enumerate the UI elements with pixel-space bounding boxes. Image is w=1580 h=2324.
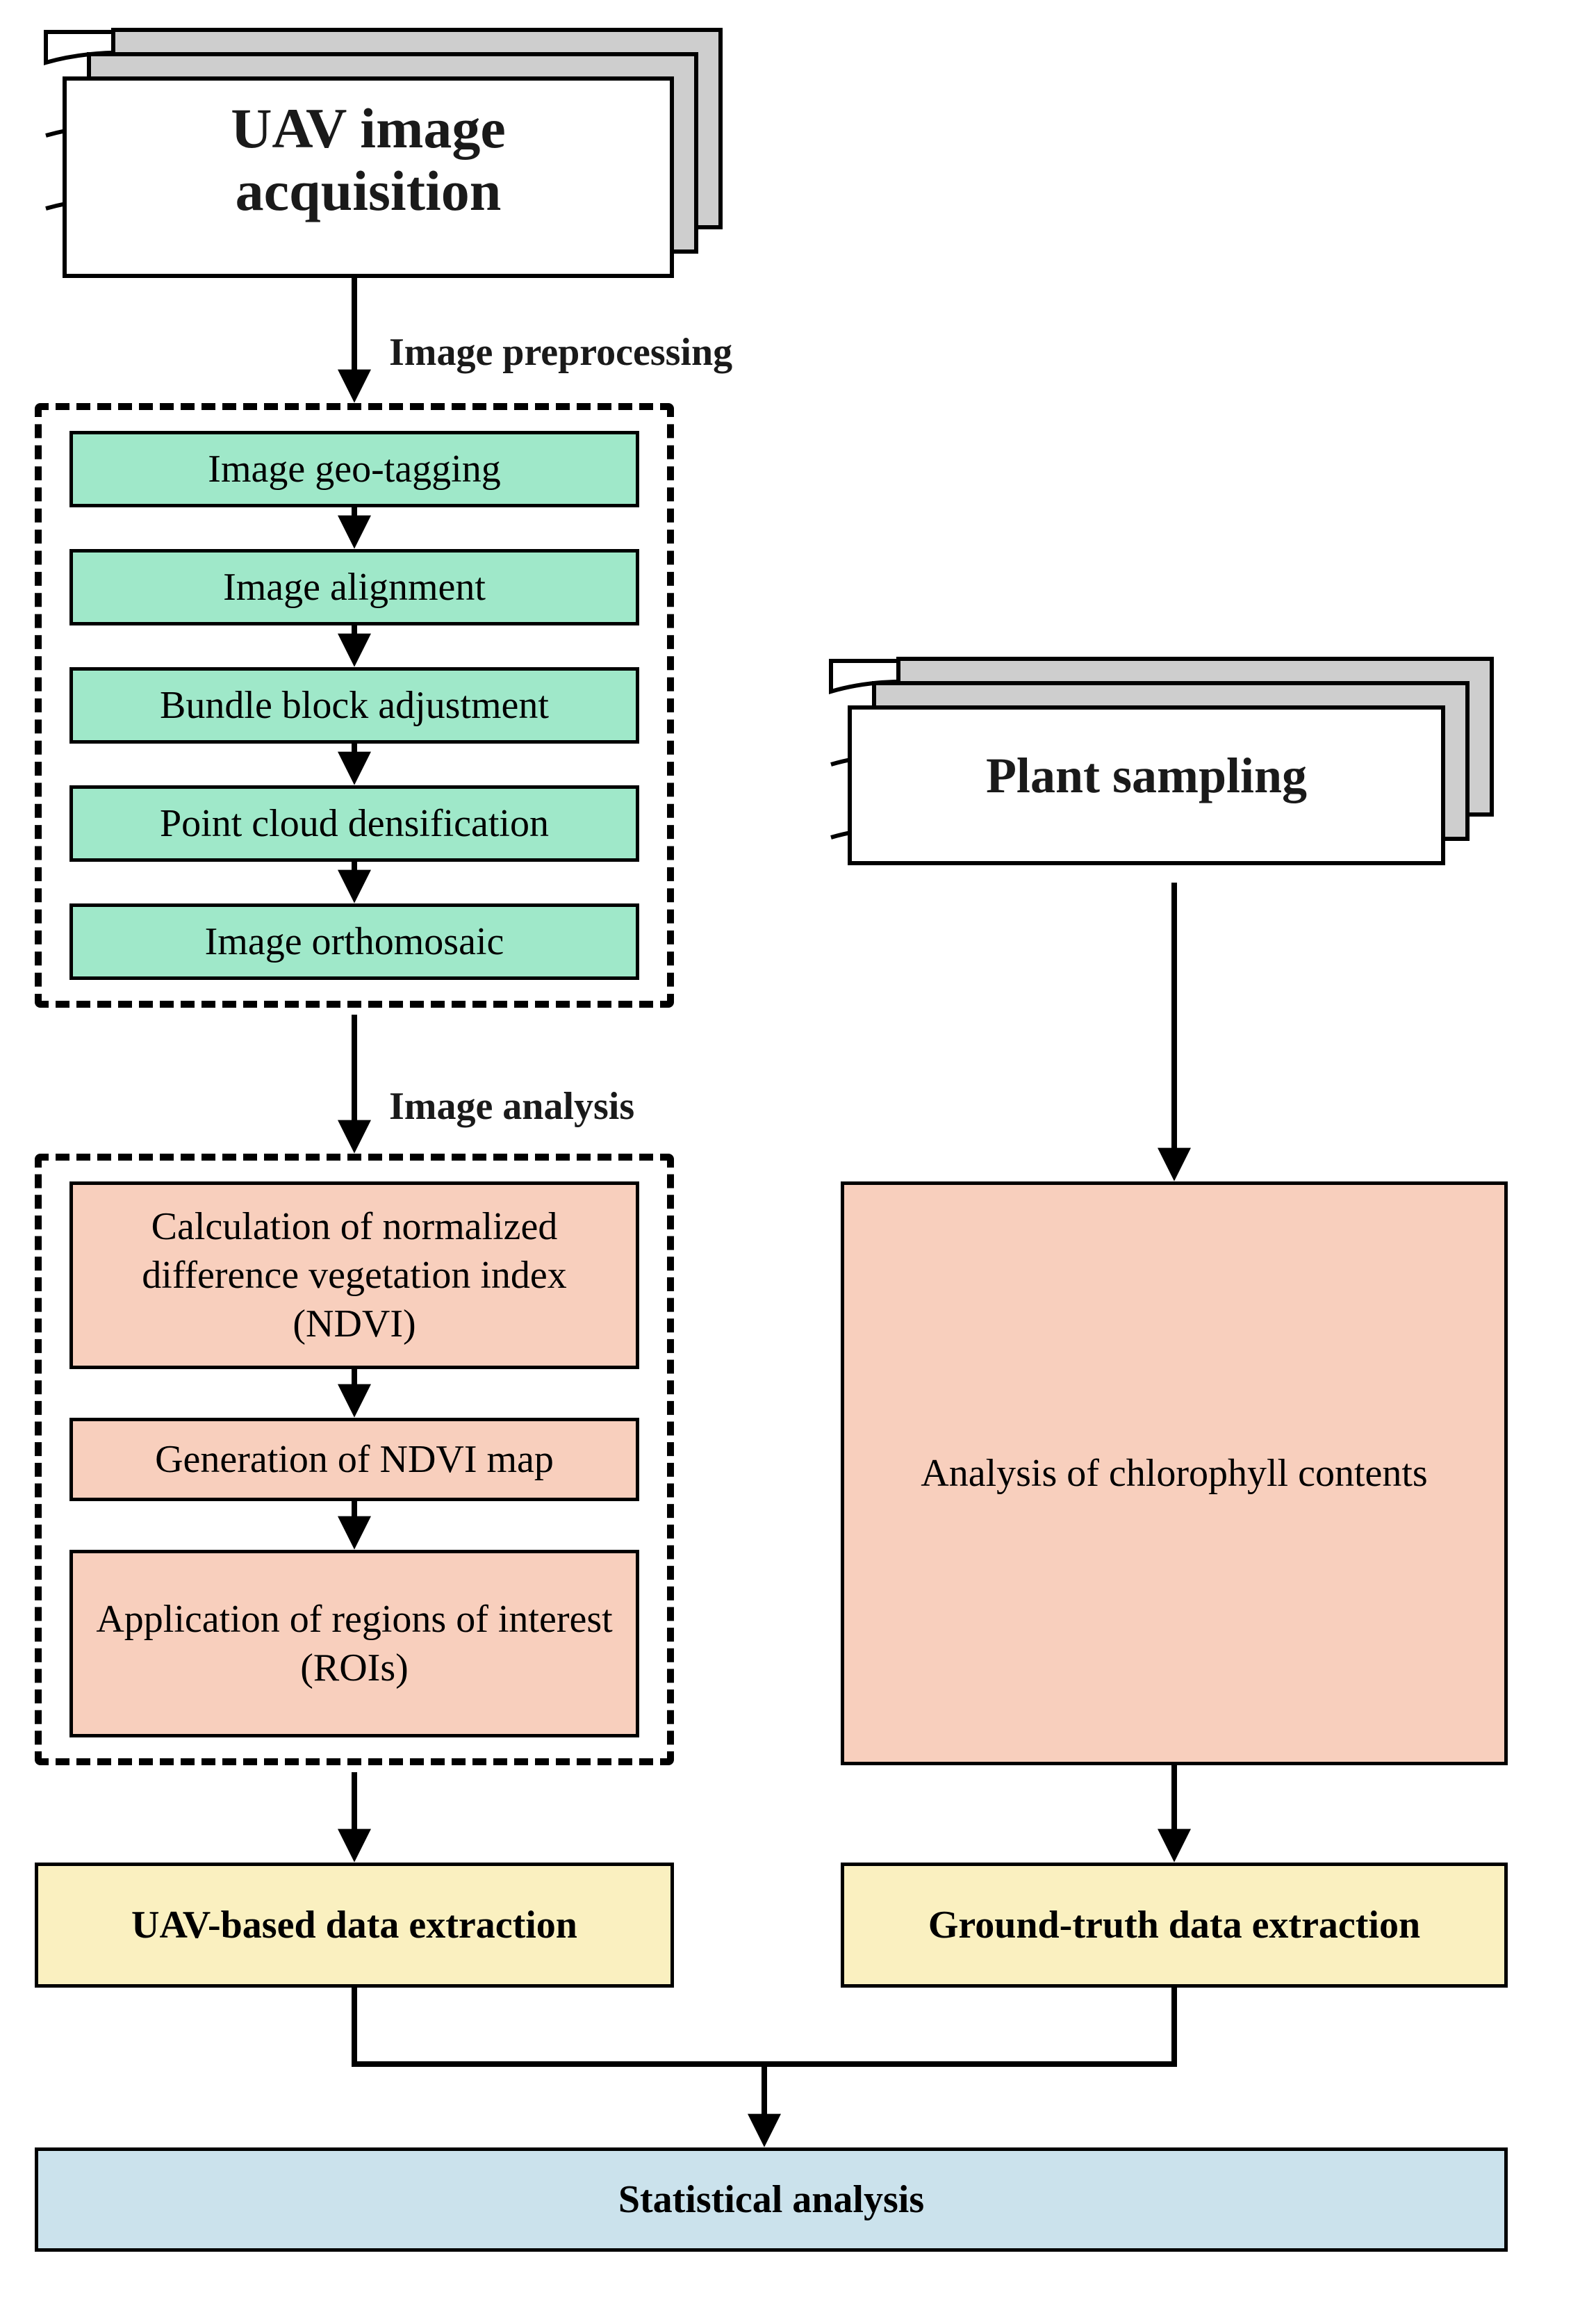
ground-extraction-box: Ground-truth data extraction [841, 1863, 1508, 1988]
step-bundle-block: Bundle block adjustment [69, 667, 639, 744]
heading-analysis: Image analysis [389, 1084, 634, 1129]
step-geo-tagging: Image geo-tagging [69, 431, 639, 507]
step-orthomosaic: Image orthomosaic [69, 903, 639, 980]
step-point-cloud: Point cloud densification [69, 785, 639, 862]
plant-doc-stack: Plant sampling [827, 657, 1522, 879]
heading-preprocessing: Image preprocessing [389, 330, 732, 375]
step-ndvi-calc: Calculation of normalized difference veg… [69, 1181, 639, 1369]
plant-doc-title: Plant sampling [848, 747, 1445, 805]
uav-doc-stack: UAV image acquisition [42, 28, 750, 285]
step-alignment: Image alignment [69, 549, 639, 625]
step-ndvi-map: Generation of NDVI map [69, 1418, 639, 1501]
chlorophyll-box: Analysis of chlorophyll contents [841, 1181, 1508, 1765]
uav-title-line1: UAV image [231, 97, 506, 160]
uav-doc-title: UAV image acquisition [63, 97, 674, 222]
flowchart-canvas: UAV image acquisition Image preprocessin… [0, 0, 1580, 2324]
uav-title-line2: acquisition [236, 159, 502, 222]
uav-extraction-box: UAV-based data extraction [35, 1863, 674, 1988]
step-rois: Application of regions of interest (ROIs… [69, 1550, 639, 1737]
statistical-analysis-box: Statistical analysis [35, 2147, 1508, 2252]
